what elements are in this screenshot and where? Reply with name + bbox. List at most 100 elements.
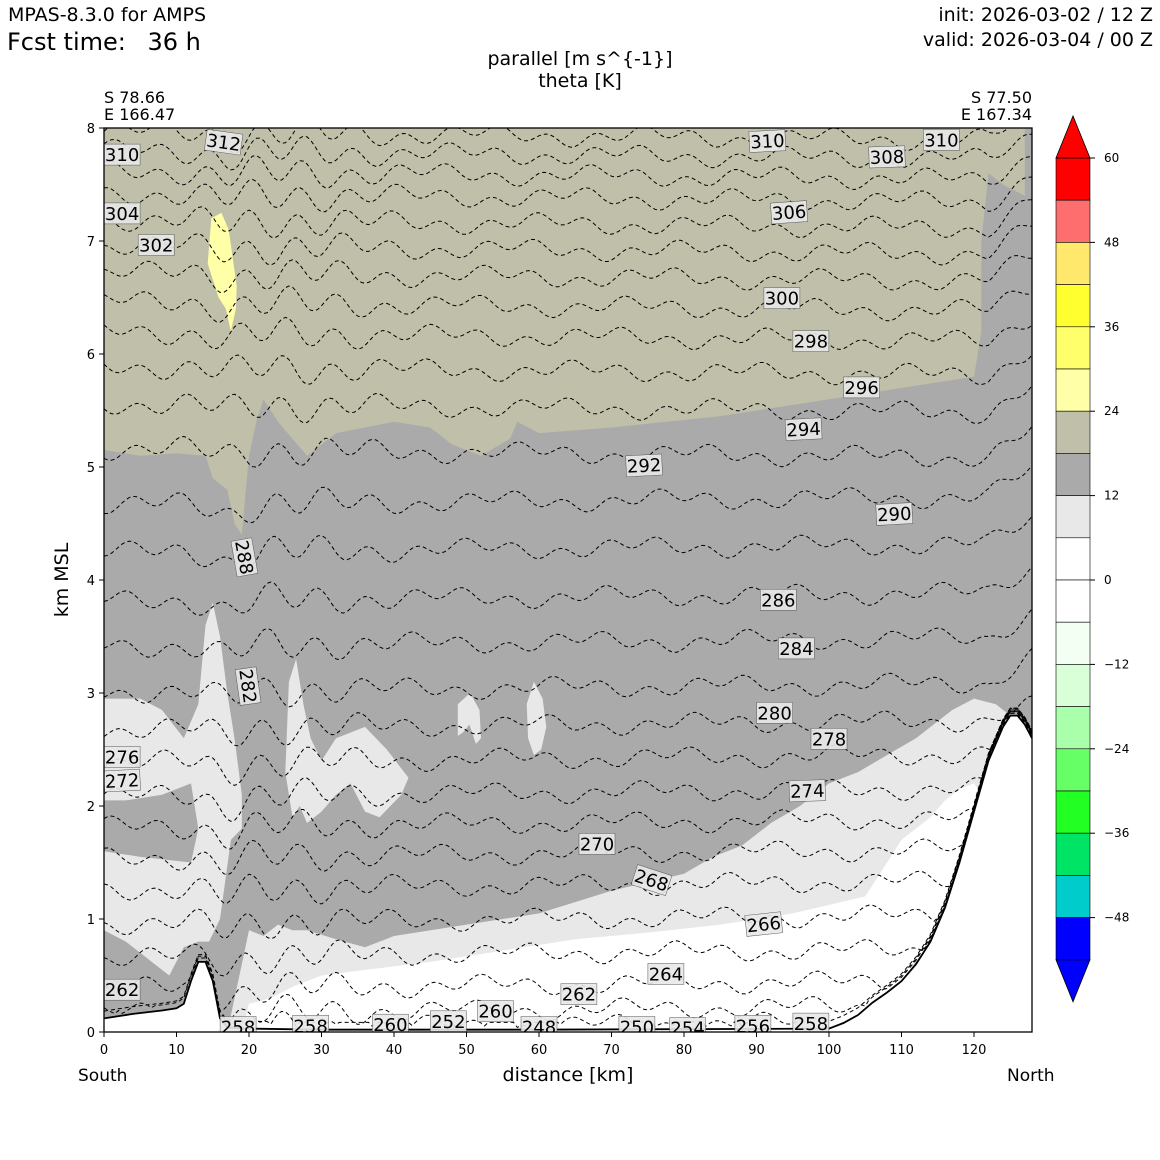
theta-label: 276 <box>105 747 139 768</box>
model-title: MPAS-8.3.0 for AMPS <box>8 4 207 26</box>
theta-label-box <box>756 702 793 724</box>
valid-time: valid: 2026-03-04 / 00 Z <box>922 29 1153 51</box>
theta-label: 252 <box>431 1012 465 1033</box>
terrain-line <box>104 714 1032 1031</box>
y-tick-label: 8 <box>87 122 95 137</box>
theta-label-group-3: 310 <box>923 129 960 151</box>
colorbar-tick-label: −48 <box>1104 911 1129 925</box>
theta-label-box <box>810 728 848 750</box>
x-axis-label: distance [km] <box>502 1064 634 1086</box>
theta-label: 306 <box>771 202 807 225</box>
theta-label-box <box>784 417 823 441</box>
theta-label-box <box>843 376 880 399</box>
theta-contour-266 <box>104 707 1032 940</box>
init-time: init: 2026-03-02 / 12 Z <box>938 4 1153 26</box>
colorbar-tick-label: −36 <box>1104 826 1129 840</box>
theta-label-box <box>578 833 616 855</box>
colorbar-tick-label: −24 <box>1104 742 1129 756</box>
theta-label: 260 <box>373 1015 407 1036</box>
theta-label-group-20: 276 <box>104 746 141 768</box>
theta-label: 258 <box>794 1014 828 1035</box>
colorbar-under-arrow <box>1055 959 1091 1003</box>
theta-label: 310 <box>105 145 139 166</box>
theta-label-group-22: 272 <box>104 768 141 793</box>
theta-label-box <box>778 637 815 660</box>
theta-label: 262 <box>105 980 139 1001</box>
theta-label-group-27: 262 <box>104 978 141 1001</box>
y-tick-label: 4 <box>87 574 95 589</box>
theta-label-box <box>520 1016 558 1032</box>
theta-contour-304 <box>104 199 1032 239</box>
theta-contour-264 <box>104 712 1032 977</box>
theta-contour-274 <box>104 707 1032 822</box>
theta-label-group-7: 302 <box>137 234 175 257</box>
colorbar-bin-11 <box>1055 621 1091 665</box>
x-tick-label: 120 <box>962 1043 987 1058</box>
theta-label-box <box>372 1013 409 1032</box>
theta-contour-290 <box>104 426 1032 468</box>
theta-label-box <box>760 589 797 611</box>
theta-label: 248 <box>522 1018 556 1039</box>
theta-label-box <box>292 1015 329 1032</box>
theta-label-box <box>770 200 809 225</box>
theta-contour-284 <box>104 566 1032 616</box>
colorbar-bin-0 <box>1055 157 1091 201</box>
theta-label-group-1: 310 <box>104 143 141 166</box>
theta-label-box <box>792 1012 830 1032</box>
x-tick-label: 30 <box>313 1043 330 1058</box>
theta-label: 308 <box>869 147 904 169</box>
theta-label: 284 <box>779 639 813 660</box>
x-tick-label: 20 <box>241 1043 258 1058</box>
wind-region-3 <box>104 602 242 976</box>
y-tick-label: 1 <box>87 913 95 928</box>
x-tick-label: 80 <box>676 1043 693 1058</box>
theta-contour-272 <box>104 712 1032 850</box>
theta-label-group-21: 274 <box>788 779 826 803</box>
theta-label-box <box>477 1000 514 1022</box>
wind-region-4 <box>285 659 409 823</box>
theta-label-box <box>923 129 960 151</box>
colorbar-bin-4 <box>1055 326 1091 370</box>
theta-label-group-18: 280 <box>756 702 793 724</box>
colorbar-tick-label: 48 <box>1104 235 1119 249</box>
theta-label: 278 <box>812 729 846 750</box>
theta-contour-292 <box>104 385 1032 424</box>
theta-contour-270 <box>104 711 1032 876</box>
theta-label-group-0: 312 <box>204 129 244 156</box>
theta-label: 294 <box>786 419 821 442</box>
colorbar-over-arrow <box>1055 114 1091 159</box>
theta-label: 270 <box>580 834 614 855</box>
theta-label-group-8: 300 <box>763 287 801 310</box>
theta-label-group-10: 296 <box>843 376 880 399</box>
theta-contour-268 <box>104 709 1032 905</box>
theta-label-box <box>734 1015 772 1032</box>
theta-label: 256 <box>736 1016 770 1037</box>
colorbar-bin-3 <box>1055 284 1091 328</box>
theta-label-group-6: 304 <box>104 202 141 225</box>
left-endpoint-lon: E 166.47 <box>104 105 176 124</box>
theta-label: 282 <box>234 668 260 705</box>
chart-title-line1: parallel [m s^{-1}] <box>487 48 673 70</box>
theta-label-box <box>618 1016 656 1032</box>
wind-region-6 <box>526 681 547 756</box>
x-tick-label: 60 <box>531 1043 548 1058</box>
theta-label: 302 <box>139 236 173 257</box>
x-tick-label: 70 <box>603 1043 620 1058</box>
colorbar-bin-2 <box>1055 242 1091 285</box>
theta-label-box <box>744 911 784 937</box>
chart-title-line2: theta [K] <box>538 70 622 92</box>
theta-label-group-19: 278 <box>810 728 848 750</box>
theta-label-group-9: 298 <box>792 330 830 353</box>
theta-label: 304 <box>105 204 139 225</box>
theta-label-group-32: 258 <box>292 1015 329 1032</box>
theta-contour-288 <box>104 465 1032 524</box>
theta-label-group-12: 292 <box>625 453 663 478</box>
theta-label-box <box>625 453 663 478</box>
theta-label-group-5: 306 <box>770 200 809 225</box>
wind-shading-layer <box>104 128 1025 1032</box>
theta-label: 286 <box>761 590 795 611</box>
colorbar-bin-7 <box>1055 453 1091 496</box>
axes-layer: 0 10 20 30 40 50 60 70 80 90 100 110 120 0 1 2 3 4 5 6 7 8 <box>87 122 987 1058</box>
theta-label-group-15: 286 <box>760 589 797 611</box>
